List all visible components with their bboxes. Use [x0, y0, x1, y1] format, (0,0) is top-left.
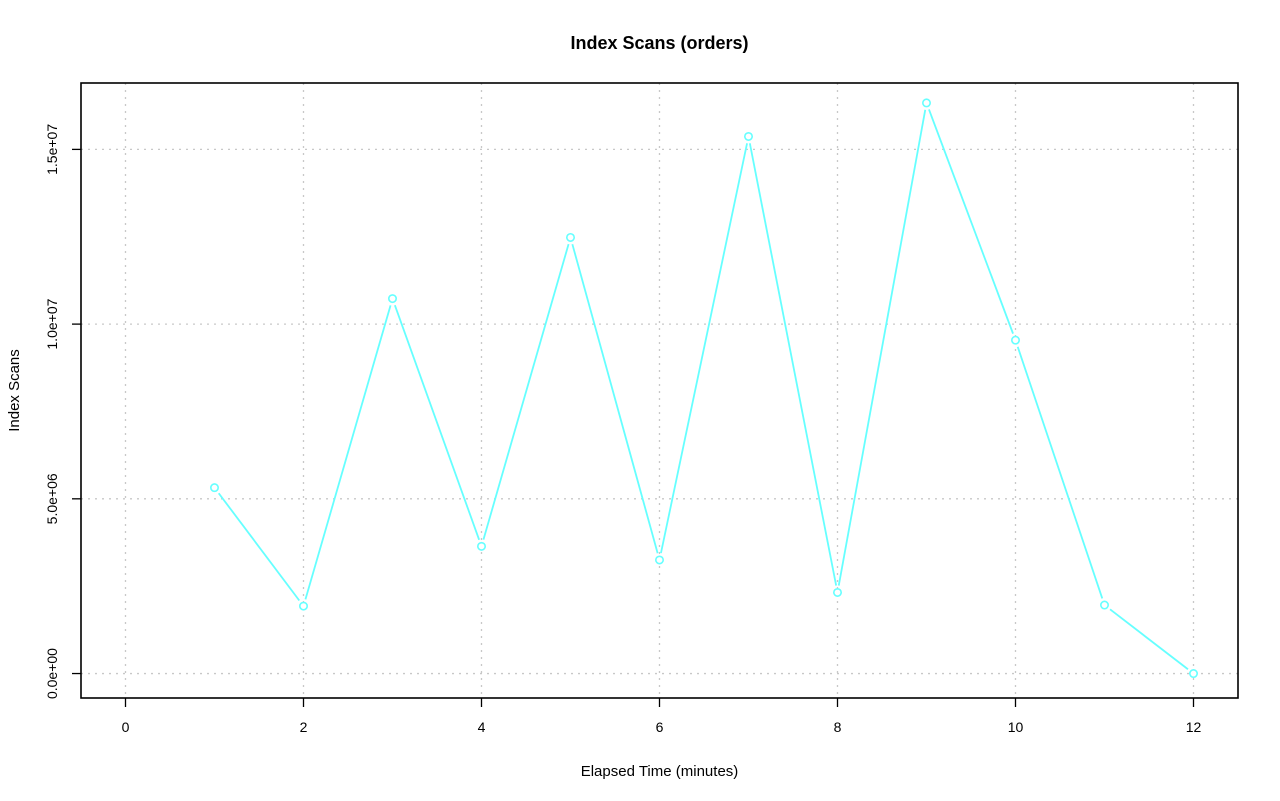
x-tick-label: 2	[300, 719, 308, 735]
x-tick-label: 0	[122, 719, 130, 735]
x-axis-label: Elapsed Time (minutes)	[581, 763, 739, 780]
data-point	[387, 294, 397, 304]
y-tick-label: 5.0e+06	[44, 473, 60, 524]
series-line-segment	[1109, 608, 1189, 670]
series-line-segment	[928, 109, 1014, 334]
y-tick-label: 1.5e+07	[44, 124, 60, 175]
data-point	[743, 131, 753, 141]
x-tick-label: 6	[656, 719, 664, 735]
x-tick-label: 8	[834, 719, 842, 735]
series-line-segment	[748, 143, 838, 586]
y-axis-label: Index Scans	[6, 349, 23, 432]
x-tick-label: 4	[478, 719, 486, 735]
y-axis: 0.0e+00 5.0e+06 1.0e+07 1.5e+07	[44, 124, 81, 699]
y-tick-label: 1.0e+07	[44, 298, 60, 349]
series-line-segment	[482, 243, 570, 540]
data-point	[565, 232, 575, 242]
series-line-segment	[217, 492, 301, 602]
data-point	[210, 483, 220, 493]
data-point	[298, 601, 308, 611]
chart-title: Index Scans (orders)	[570, 33, 748, 53]
x-tick-label: 12	[1186, 719, 1202, 735]
series-line-segment	[660, 143, 748, 554]
series-line-segment	[571, 243, 659, 554]
series-line-segment	[304, 305, 392, 600]
data-point	[476, 541, 486, 551]
data-point	[1010, 335, 1020, 345]
x-axis: 0 2 4 6 8 10 12	[122, 698, 1202, 735]
series-line-segment	[837, 109, 927, 586]
series-line-segment	[394, 304, 480, 541]
series-line-segment	[1016, 346, 1104, 599]
grid	[81, 83, 1238, 698]
data-point	[1189, 669, 1199, 679]
y-tick-label: 0.0e+00	[44, 648, 60, 699]
x-tick-label: 10	[1008, 719, 1024, 735]
data-point	[1100, 600, 1110, 610]
data-point	[921, 98, 931, 108]
series-layer	[210, 98, 1199, 679]
data-point	[832, 587, 842, 597]
data-point	[654, 555, 664, 565]
